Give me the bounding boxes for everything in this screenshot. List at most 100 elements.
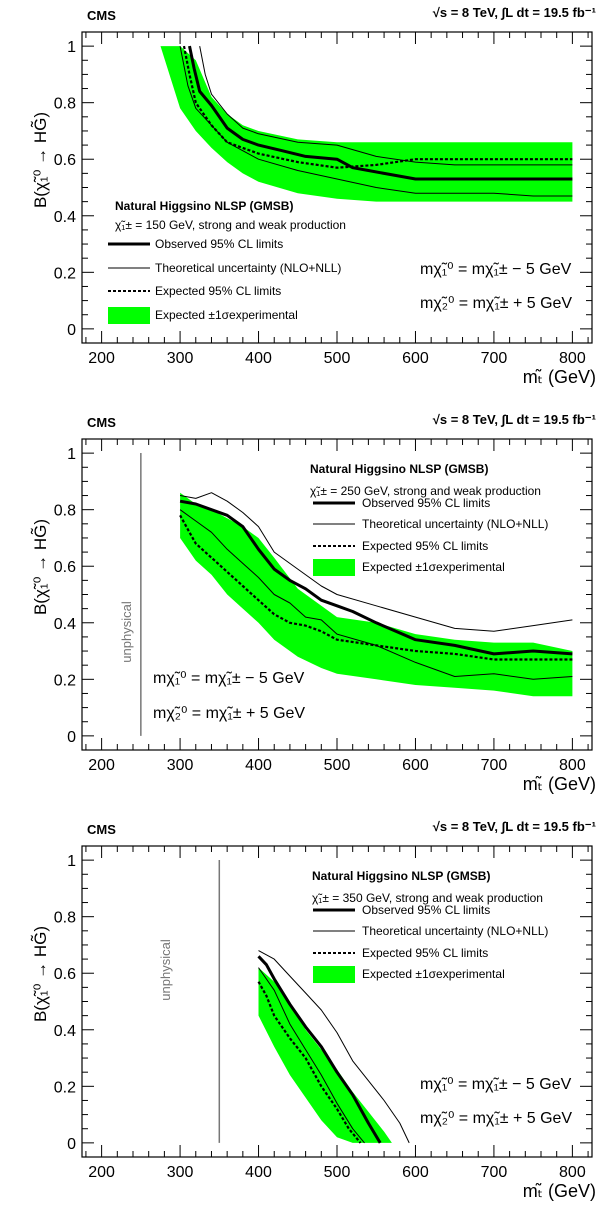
- energy-lumi-label: √s = 8 TeV, ∫L dt = 19.5 fb⁻¹: [433, 412, 596, 427]
- x-tick-label: 300: [167, 1164, 194, 1181]
- mass-relation-2: mχ̃₂⁰ = mχ̃₁± + 5 GeV: [420, 1110, 572, 1127]
- y-tick-label: 0: [67, 1136, 76, 1153]
- legend-observed-label: Observed 95% CL limits: [155, 237, 283, 251]
- theory-uncertainty-line-2: [179, 509, 573, 680]
- legend-expected-label: Expected 95% CL limits: [362, 946, 488, 960]
- observed-limit-line: [179, 499, 573, 656]
- legend-band-swatch: [108, 307, 150, 324]
- y-tick-label: 0.6: [54, 559, 76, 576]
- legend-expected-label: Expected 95% CL limits: [155, 284, 281, 298]
- expected-1sigma-band: [160, 46, 573, 202]
- expected-limit-line: [179, 514, 573, 661]
- x-tick-label: 200: [88, 757, 115, 774]
- y-tick-label: 0.4: [54, 616, 76, 633]
- legend-theory-label: Theoretical uncertainty (NLO+NLL): [362, 924, 548, 938]
- legend-observed-label: Observed 95% CL limits: [362, 496, 490, 510]
- x-tick-label: 800: [559, 1164, 586, 1181]
- mass-relation-1: mχ̃₁⁰ = mχ̃₁± − 5 GeV: [420, 1076, 572, 1093]
- x-axis-title: mₜ̃ (GeV): [523, 774, 596, 794]
- y-tick-label: 1: [67, 446, 76, 463]
- theory-uncertainty-line-2: [258, 967, 365, 1144]
- y-tick-label: 1: [67, 39, 76, 56]
- expected-limit-line: [182, 45, 573, 169]
- chart-panel-1: 200 300 400 500 600 700 800 0 0.2 0.4 0.6 0.8 1 CMS …: [0, 0, 598, 407]
- mass-relation-1: mχ̃₁⁰ = mχ̃₁± − 5 GeV: [153, 670, 305, 687]
- x-tick-label: 300: [167, 757, 194, 774]
- legend-theory-label: Theoretical uncertainty (NLO+NLL): [362, 517, 548, 531]
- legend-title: Natural Higgsino NLSP (GMSB): [312, 869, 490, 883]
- observed-limit-line: [257, 955, 382, 1144]
- y-axis-title: B(χ̃₁⁰ → HG̃): [30, 926, 50, 1022]
- x-tick-label: 700: [481, 757, 508, 774]
- y-tick-label: 0.2: [54, 1079, 76, 1096]
- theory-uncertainty-line-1: [180, 492, 573, 632]
- legend: Natural Higgsino NLSP (GMSB) χ̃₁± = 250 …: [310, 462, 548, 576]
- unphysical-label: unphysical: [158, 939, 173, 1001]
- x-tick-label: 300: [167, 350, 194, 367]
- x-tick-label: 800: [559, 757, 586, 774]
- mass-relation-2: mχ̃₂⁰ = mχ̃₁± + 5 GeV: [153, 705, 305, 722]
- x-tick-label: 200: [88, 350, 115, 367]
- y-tick-label: 0: [67, 322, 76, 339]
- cms-label: CMS: [87, 822, 116, 837]
- legend-observed-label: Observed 95% CL limits: [362, 903, 490, 917]
- x-axis-title: mₜ̃ (GeV): [523, 367, 596, 387]
- observed-limit-line: [188, 45, 573, 181]
- x-tick-label: 400: [245, 350, 272, 367]
- mass-relation-2: mχ̃₂⁰ = mχ̃₁± + 5 GeV: [420, 295, 572, 312]
- x-tick-label: 700: [481, 350, 508, 367]
- legend-band-label: Expected ±1σexperimental: [362, 967, 505, 981]
- y-tick-label: 0: [67, 729, 76, 746]
- legend: Natural Higgsino NLSP (GMSB) χ̃₁± = 350 …: [312, 869, 548, 983]
- theory-uncertainty-line-1: [199, 46, 573, 166]
- y-axis-title: B(χ̃₁⁰ → HG̃): [30, 112, 50, 208]
- x-tick-label: 600: [402, 757, 429, 774]
- y-tick-label: 0.8: [54, 503, 76, 520]
- x-axis-title: mₜ̃ (GeV): [523, 1181, 596, 1201]
- legend-theory-label: Theoretical uncertainty (NLO+NLL): [155, 261, 341, 275]
- cms-label: CMS: [87, 8, 116, 23]
- y-tick-label: 0.4: [54, 1023, 76, 1040]
- energy-lumi-label: √s = 8 TeV, ∫L dt = 19.5 fb⁻¹: [433, 819, 596, 834]
- energy-lumi-label: √s = 8 TeV, ∫L dt = 19.5 fb⁻¹: [433, 5, 596, 20]
- y-tick-label: 1: [67, 853, 76, 870]
- x-tick-label: 500: [324, 1164, 351, 1181]
- y-tick-label: 0.2: [54, 672, 76, 689]
- expected-limit-line: [257, 981, 362, 1144]
- x-tick-label: 800: [559, 350, 586, 367]
- y-tick-label: 0.6: [54, 966, 76, 983]
- legend-band-swatch: [313, 966, 355, 983]
- x-tick-label: 400: [245, 757, 272, 774]
- x-tick-label: 700: [481, 1164, 508, 1181]
- y-axis-title: B(χ̃₁⁰ → HG̃): [30, 519, 50, 615]
- chargino-mass-text: χ̃₁± = 350 GeV, strong and weak producti…: [312, 891, 543, 905]
- chart-panel-2: 200 300 400 500 600 700 800 0 0.2 0.4 0.6 0.8 1 CMS …: [0, 407, 598, 814]
- y-tick-label: 0.2: [54, 265, 76, 282]
- theory-uncertainty-line-2: [179, 46, 573, 197]
- expected-1sigma-band: [180, 492, 573, 697]
- x-tick-label: 600: [402, 1164, 429, 1181]
- cms-label: CMS: [87, 415, 116, 430]
- theory-uncertainty-line-1: [258, 950, 410, 1144]
- legend-band-label: Expected ±1σexperimental: [362, 560, 505, 574]
- x-tick-label: 500: [324, 350, 351, 367]
- legend-band-swatch: [313, 559, 355, 576]
- mass-relation-1: mχ̃₁⁰ = mχ̃₁± − 5 GeV: [420, 261, 572, 278]
- x-tick-label: 200: [88, 1164, 115, 1181]
- legend-band-label: Expected ±1σexperimental: [155, 308, 298, 322]
- y-tick-label: 0.6: [54, 152, 76, 169]
- chargino-mass-text: χ̃₁± = 250 GeV, strong and weak producti…: [310, 484, 541, 498]
- legend: Natural Higgsino NLSP (GMSB) χ̃₁± = 150 …: [108, 199, 346, 324]
- y-tick-label: 0.8: [54, 96, 76, 113]
- legend-expected-label: Expected 95% CL limits: [362, 539, 488, 553]
- y-tick-label: 0.8: [54, 910, 76, 927]
- y-tick-label: 0.4: [54, 209, 76, 226]
- x-tick-label: 400: [245, 1164, 272, 1181]
- chart-panel-3: 200 300 400 500 600 700 800 0 0.2 0.4 0.6 0.8 1 CMS …: [0, 814, 598, 1221]
- x-tick-label: 600: [402, 350, 429, 367]
- unphysical-label: unphysical: [119, 601, 134, 663]
- x-tick-label: 500: [324, 757, 351, 774]
